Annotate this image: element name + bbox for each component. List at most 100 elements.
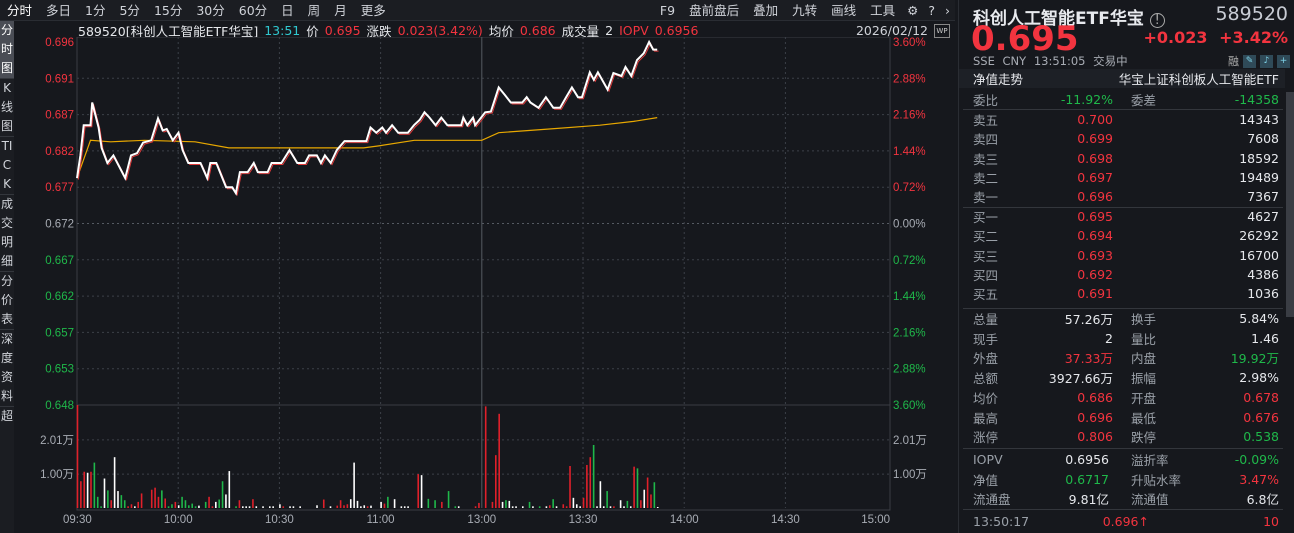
time-tick-label: 14:30 <box>771 514 800 526</box>
change-label: 涨跌 <box>366 23 392 39</box>
etf-value: 9.81亿 <box>1068 492 1109 507</box>
side-tab[interactable]: 超 <box>0 409 13 423</box>
toolbar-button[interactable]: 盘前盘后 <box>689 2 740 18</box>
weicha-label: 委差 <box>1131 93 1157 108</box>
side-tab[interactable]: K线图 <box>0 79 14 137</box>
bid-label: 买四 <box>973 267 999 283</box>
volume-label: 成交量 <box>561 23 600 39</box>
time-tick-label: 13:30 <box>569 514 598 526</box>
ask-price: 0.699 <box>1077 131 1113 147</box>
price-tick-label: 0.677 <box>45 182 74 194</box>
bid-row: 买四 0.692 4386 <box>959 265 1285 284</box>
period-tab[interactable]: 60分 <box>238 2 268 18</box>
gear-icon[interactable]: ⚙ <box>907 2 919 18</box>
toolbar-button[interactable]: F9 <box>659 2 676 18</box>
etf-row: 净值 0.6717 升贴水率 3.47% <box>959 470 1285 489</box>
toolbar-button[interactable]: 叠加 <box>753 2 779 18</box>
edit-icon[interactable]: ✎ <box>1243 54 1256 68</box>
stat-row: 总额 3927.66万 振幅 2.98% <box>959 368 1285 387</box>
period-tab[interactable]: 日 <box>281 2 294 18</box>
stat-value: 5.84% <box>1239 311 1279 326</box>
bid-row: 买一 0.695 4627 <box>959 207 1285 226</box>
avg-label: 均价 <box>488 23 514 39</box>
add-icon[interactable]: + <box>1277 54 1290 68</box>
etf-label: 流通值 <box>1131 492 1169 507</box>
bid-volume: 4386 <box>1247 266 1279 282</box>
period-tab[interactable]: 周 <box>307 2 321 18</box>
side-tab[interactable]: 分时图 <box>0 21 14 79</box>
bid-label: 买二 <box>973 229 999 245</box>
market-status: SSE CNY 13:51:05 交易中 <box>973 54 1128 68</box>
period-tab[interactable]: 更多 <box>360 2 386 18</box>
change-amount: +0.023 <box>1143 28 1208 47</box>
etf-row: IOPV 0.6956 溢折率 -0.09% <box>959 450 1285 469</box>
stat-value: 37.33万 <box>1064 351 1113 367</box>
tick-price-value: 0.696 <box>1102 513 1139 529</box>
info-icon[interactable]: ! <box>1149 13 1165 28</box>
ask-label: 卖四 <box>973 132 999 148</box>
stat-row: 现手 2 量比 1.46 <box>959 329 1285 348</box>
stat-row: 涨停 0.806 跌停 0.538 <box>959 427 1285 446</box>
period-tab[interactable]: 5分 <box>119 2 140 18</box>
change-value: 0.023(3.42%) <box>397 22 483 38</box>
stat-row: 总量 57.26万 换手 5.84% <box>959 309 1285 328</box>
period-tab[interactable]: 30分 <box>196 2 225 18</box>
etf-value: 0.6717 <box>1065 471 1109 487</box>
security-title: 科创人工智能ETF华宝 ! <box>973 4 1165 29</box>
weibi-value: -11.92% <box>1060 92 1113 107</box>
ask-row: 卖二 0.697 19489 <box>959 168 1285 187</box>
period-tab[interactable]: 月 <box>334 2 347 18</box>
volume-tick-label: 1.00万 <box>40 469 74 481</box>
period-tab[interactable]: 多日 <box>46 2 72 18</box>
price-tick-label: 0.691 <box>45 73 74 85</box>
ask-row: 卖三 0.698 18592 <box>959 149 1285 168</box>
ask-label: 卖二 <box>973 170 999 186</box>
period-tab[interactable]: 1分 <box>85 2 106 18</box>
tick-time: 13:50:17 <box>973 513 1030 529</box>
ask-volume: 7367 <box>1247 189 1279 205</box>
help-icon[interactable]: ? <box>928 2 935 18</box>
time-tick-label: 09:30 <box>63 514 92 526</box>
side-tab[interactable]: TICK <box>0 137 14 195</box>
nav-trend-row[interactable]: 净值走势 华宝上证科创板人工智能ETF <box>959 69 1285 88</box>
bid-volume: 26292 <box>1239 228 1279 244</box>
price-tick-label: 0.687 <box>45 110 74 122</box>
price-tick-label: 0.653 <box>45 364 74 376</box>
period-tab[interactable]: 15分 <box>153 2 183 18</box>
iopv-label: IOPV <box>619 22 649 38</box>
security-name: 589520[科创人工智能ETF华宝] <box>78 23 259 39</box>
divider <box>963 109 1283 110</box>
etf-label: IOPV <box>973 452 1003 467</box>
ask-price: 0.696 <box>1077 189 1113 205</box>
ask-volume: 14343 <box>1239 112 1279 127</box>
price-value: 0.695 <box>324 22 361 38</box>
bid-price: 0.695 <box>1077 209 1113 224</box>
volume-tick-label: 2.01万 <box>40 435 74 447</box>
chevron-right-icon[interactable]: › <box>945 2 950 18</box>
change-percent: +3.42% <box>1219 28 1288 47</box>
volume-tick-label: 2.01万 <box>893 435 927 447</box>
pct-tick-label: 0.00% <box>893 219 926 231</box>
security-code: 589520 <box>1215 3 1288 25</box>
side-tab[interactable]: 成交明细 <box>0 195 14 272</box>
scrollbar[interactable] <box>1286 92 1294 317</box>
intraday-chart[interactable]: 0.696 3.60% 0.691 2.88% 0.687 2.16% 0.682 1.44%… <box>14 37 954 533</box>
stat-label: 换手 <box>1131 312 1157 327</box>
side-tab[interactable]: 分价表 <box>0 272 14 330</box>
bell-icon[interactable]: ♪ <box>1260 54 1273 68</box>
quote-time: 13:51 <box>264 22 301 38</box>
etf-value: -0.09% <box>1234 452 1279 467</box>
avg-value: 0.686 <box>519 22 556 38</box>
wp-icon[interactable]: WP <box>934 24 950 38</box>
toolbar-button[interactable]: 九转 <box>792 2 818 18</box>
toolbar-button[interactable]: 画线 <box>831 2 857 18</box>
ask-volume: 7608 <box>1247 131 1279 147</box>
bid-volume: 4627 <box>1247 209 1279 224</box>
nav-trend-link[interactable]: 净值走势 <box>973 72 1024 87</box>
pct-tick-label: 1.44% <box>893 291 926 303</box>
side-tab[interactable]: 深度资料 <box>0 330 14 407</box>
toolbar-button[interactable]: 工具 <box>870 2 896 18</box>
stat-row: 均价 0.686 开盘 0.678 <box>959 388 1285 407</box>
bid-label: 买五 <box>973 287 999 303</box>
period-tab[interactable]: 分时 <box>7 2 33 18</box>
